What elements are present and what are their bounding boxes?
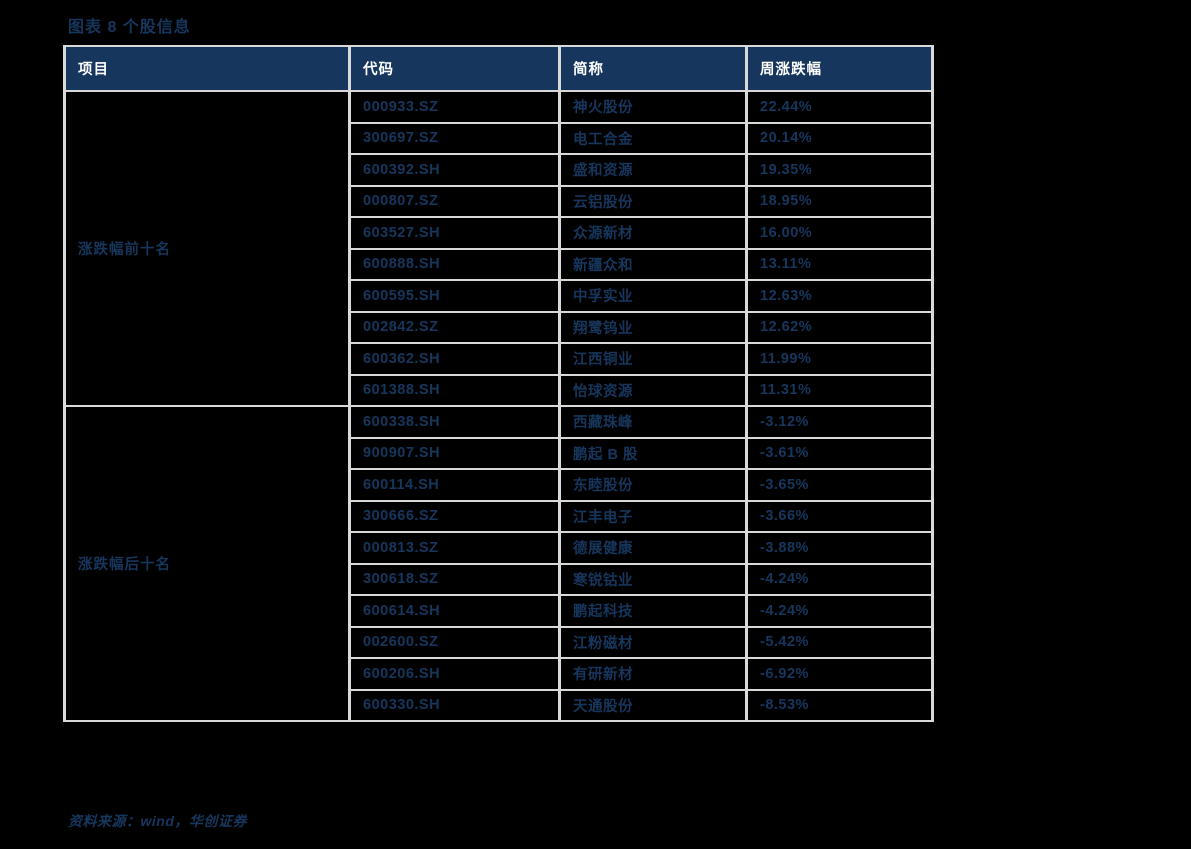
cell-change: -3.12% <box>745 405 934 439</box>
cell-code: 601388.SH <box>348 373 561 407</box>
cell-name: 中孚实业 <box>558 279 748 313</box>
cell-name: 新疆众和 <box>558 247 748 281</box>
table-row: 002842.SZ 翔鹭钨业 12.62% <box>65 310 934 344</box>
cell-code: 000813.SZ <box>348 531 561 565</box>
table-row: 601388.SH 怡球资源 11.31% <box>65 373 934 407</box>
cell-name: 怡球资源 <box>558 373 748 407</box>
column-header-code: 代码 <box>348 45 561 92</box>
table-row: 000807.SZ 云铝股份 18.95% <box>65 184 934 218</box>
source-note: 资料来源：wind，华创证券 <box>68 813 247 829</box>
cell-change: 20.14% <box>745 121 934 155</box>
cell-code: 600114.SH <box>348 468 561 502</box>
cell-change: 12.62% <box>745 310 934 344</box>
cell-code: 600362.SH <box>348 342 561 376</box>
table-row: 600206.SH 有研新材 -6.92% <box>65 657 934 691</box>
cell-code: 600330.SH <box>348 688 561 722</box>
cell-name: 江丰电子 <box>558 499 748 533</box>
cell-code: 600888.SH <box>348 247 561 281</box>
group-label: 涨跌幅后十名 <box>63 405 351 722</box>
cell-change: 12.63% <box>745 279 934 313</box>
table-row: 600330.SH 天通股份 -8.53% <box>65 688 934 722</box>
cell-change: -8.53% <box>745 688 934 722</box>
cell-code: 900907.SH <box>348 436 561 470</box>
cell-code: 300697.SZ <box>348 121 561 155</box>
cell-change: 19.35% <box>745 153 934 187</box>
table-row: 600392.SH 盛和资源 19.35% <box>65 153 934 187</box>
cell-change: -3.66% <box>745 499 934 533</box>
cell-name: 鹏起科技 <box>558 594 748 628</box>
cell-code: 000933.SZ <box>348 90 561 124</box>
cell-name: 江粉磁材 <box>558 625 748 659</box>
cell-name: 西藏珠峰 <box>558 405 748 439</box>
table-row: 603527.SH 众源新材 16.00% <box>65 216 934 250</box>
table-row: 600114.SH 东睦股份 -3.65% <box>65 468 934 502</box>
cell-name: 神火股份 <box>558 90 748 124</box>
cell-code: 002842.SZ <box>348 310 561 344</box>
cell-name: 德展健康 <box>558 531 748 565</box>
cell-change: 18.95% <box>745 184 934 218</box>
cell-code: 000807.SZ <box>348 184 561 218</box>
column-header-change: 周涨跌幅 <box>745 45 934 92</box>
cell-code: 600338.SH <box>348 405 561 439</box>
cell-name: 天通股份 <box>558 688 748 722</box>
cell-code: 300618.SZ <box>348 562 561 596</box>
table-body: 涨跌幅前十名 000933.SZ 神火股份 22.44% 300697.SZ 电工合金 20… <box>63 90 934 722</box>
cell-name: 电工合金 <box>558 121 748 155</box>
cell-code: 603527.SH <box>348 216 561 250</box>
stock-info-table: 项目 代码 简称 周涨跌幅 涨跌幅前十名 000933.SZ 神火股份 22.44% 3… <box>63 45 934 722</box>
table-header: 项目 代码 简称 周涨跌幅 <box>63 45 934 92</box>
table-row: 涨跌幅后十名 600338.SH 西藏珠峰 -3.12% <box>63 405 934 722</box>
cell-code: 600614.SH <box>348 594 561 628</box>
cell-change: -3.88% <box>745 531 934 565</box>
cell-change: -4.24% <box>745 594 934 628</box>
cell-change: 11.99% <box>745 342 934 376</box>
cell-code: 600206.SH <box>348 657 561 691</box>
table-row: 600888.SH 新疆众和 13.11% <box>65 247 934 281</box>
cell-change: 16.00% <box>745 216 934 250</box>
cell-name: 江西铜业 <box>558 342 748 376</box>
cell-code: 600392.SH <box>348 153 561 187</box>
column-header-item: 项目 <box>63 45 351 92</box>
cell-name: 寒锐钴业 <box>558 562 748 596</box>
cell-name: 翔鹭钨业 <box>558 310 748 344</box>
cell-name: 东睦股份 <box>558 468 748 502</box>
cell-code: 002600.SZ <box>348 625 561 659</box>
table-row: 300666.SZ 江丰电子 -3.66% <box>65 499 934 533</box>
header-row: 项目 代码 简称 周涨跌幅 <box>63 45 934 92</box>
cell-change: 13.11% <box>745 247 934 281</box>
figure-title: 图表 8 个股信息 <box>68 19 191 36</box>
cell-name: 盛和资源 <box>558 153 748 187</box>
cell-code: 300666.SZ <box>348 499 561 533</box>
cell-code: 600595.SH <box>348 279 561 313</box>
table-row: 600362.SH 江西铜业 11.99% <box>65 342 934 376</box>
cell-name: 鹏起 B 股 <box>558 436 748 470</box>
column-header-name: 简称 <box>558 45 748 92</box>
group-label: 涨跌幅前十名 <box>63 90 351 407</box>
cell-change: -3.65% <box>745 468 934 502</box>
cell-change: -6.92% <box>745 657 934 691</box>
cell-name: 云铝股份 <box>558 184 748 218</box>
cell-change: -3.61% <box>745 436 934 470</box>
cell-change: -5.42% <box>745 625 934 659</box>
cell-name: 众源新材 <box>558 216 748 250</box>
cell-change: -4.24% <box>745 562 934 596</box>
cell-change: 11.31% <box>745 373 934 407</box>
table-row: 002600.SZ 江粉磁材 -5.42% <box>65 625 934 659</box>
cell-name: 有研新材 <box>558 657 748 691</box>
cell-change: 22.44% <box>745 90 934 124</box>
table-row: 涨跌幅前十名 000933.SZ 神火股份 22.44% <box>63 90 934 407</box>
